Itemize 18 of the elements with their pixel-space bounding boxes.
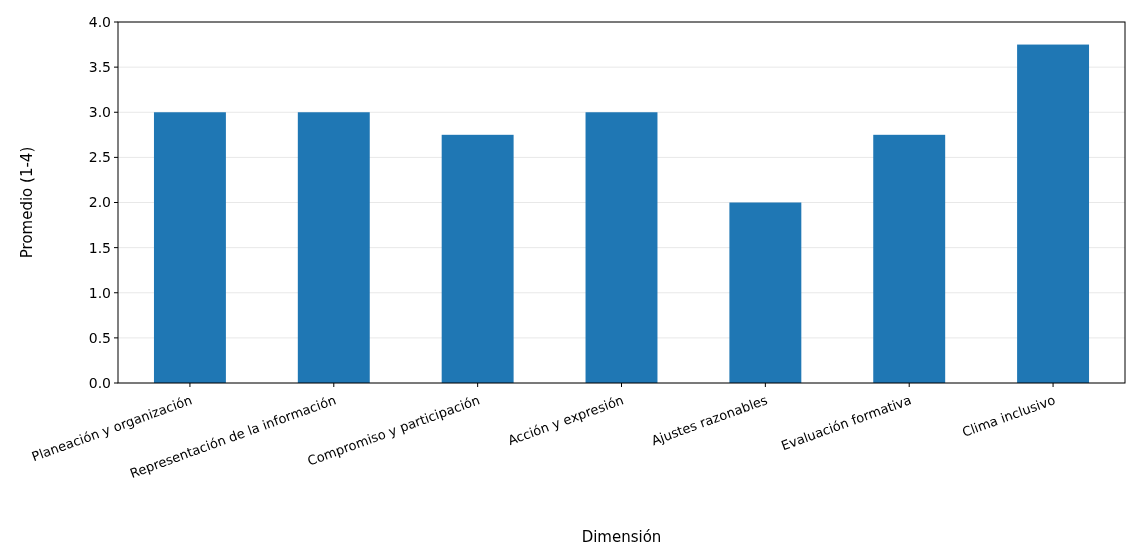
y-tick-label: 0.5 [88, 329, 111, 346]
y-tick-label: 1.5 [88, 239, 111, 256]
y-tick-label: 1.0 [88, 284, 111, 301]
bar [729, 202, 802, 383]
y-tick-label: 2.0 [88, 194, 111, 211]
bar [873, 134, 946, 383]
bar [153, 112, 226, 383]
y-tick-label: 3.5 [88, 59, 111, 76]
bar [441, 134, 514, 383]
y-tick-label: 2.5 [88, 149, 111, 166]
y-tick-label: 0.0 [88, 374, 111, 391]
y-axis-title: Promedio (1-4) [18, 146, 36, 259]
y-tick-label: 4.0 [88, 13, 111, 30]
bar [585, 112, 658, 383]
x-axis-title: Dimensión [581, 528, 662, 546]
y-tick-label: 3.0 [88, 104, 111, 121]
bar [297, 112, 370, 383]
bar [1017, 44, 1090, 383]
